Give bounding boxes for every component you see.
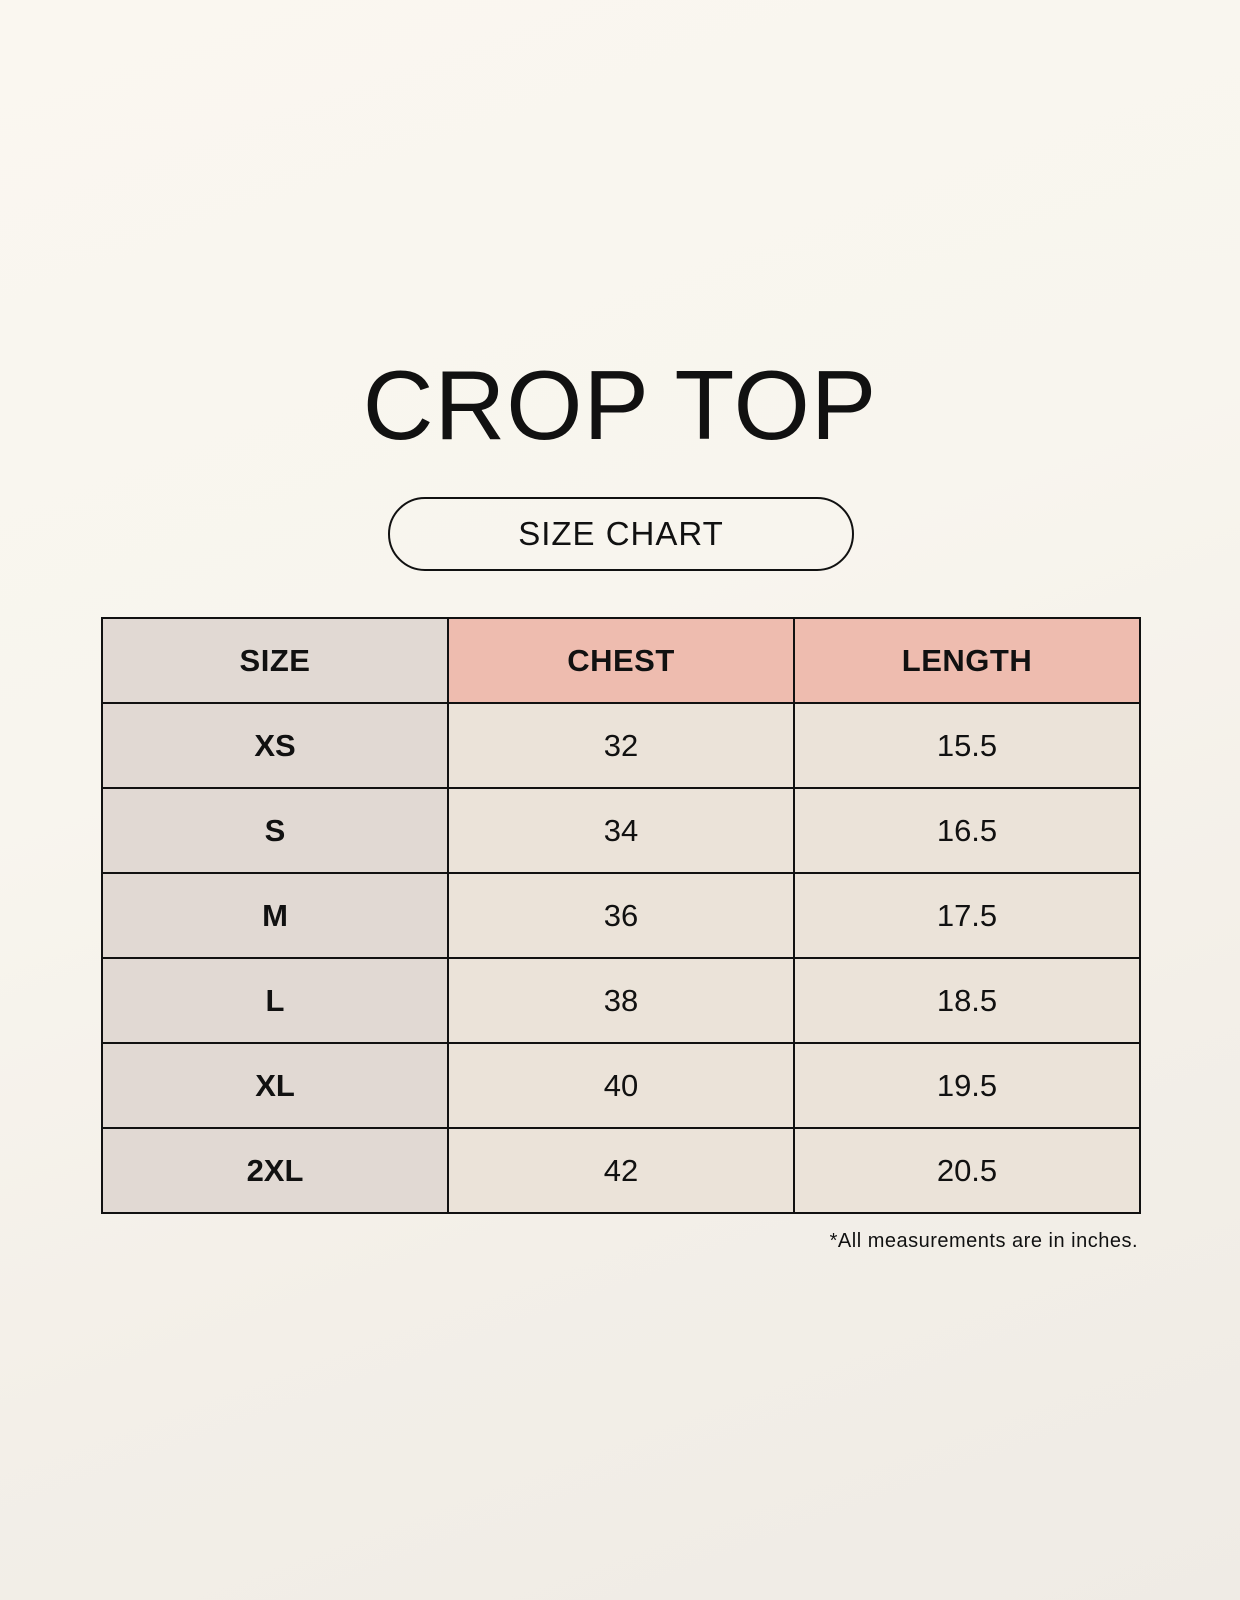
size-chart-badge: SIZE CHART (388, 497, 854, 571)
cell-size: 2XL (101, 1127, 449, 1214)
footnote: *All measurements are in inches. (829, 1230, 1138, 1252)
table-row: L 38 18.5 (101, 957, 1141, 1044)
table-header-row: SIZE CHEST LENGTH (101, 617, 1141, 704)
cell-size: M (101, 872, 449, 959)
cell-length: 15.5 (793, 702, 1141, 789)
table-row: M 36 17.5 (101, 872, 1141, 959)
cell-length: 19.5 (793, 1042, 1141, 1129)
cell-chest: 38 (447, 957, 795, 1044)
cell-size: S (101, 787, 449, 874)
cell-chest: 32 (447, 702, 795, 789)
page-title: CROP TOP (362, 350, 878, 460)
cell-size: XL (101, 1042, 449, 1129)
table-row: XL 40 19.5 (101, 1042, 1141, 1129)
cell-chest: 36 (447, 872, 795, 959)
table-row: S 34 16.5 (101, 787, 1141, 874)
header-chest: CHEST (447, 617, 795, 704)
cell-chest: 34 (447, 787, 795, 874)
table-row: 2XL 42 20.5 (101, 1127, 1141, 1214)
cell-chest: 40 (447, 1042, 795, 1129)
size-table: SIZE CHEST LENGTH XS 32 15.5 S 34 16.5 M 36 17.5… (101, 617, 1141, 1214)
table-row: XS 32 15.5 (101, 702, 1141, 789)
cell-size: L (101, 957, 449, 1044)
cell-length: 20.5 (793, 1127, 1141, 1214)
header-length: LENGTH (793, 617, 1141, 704)
cell-chest: 42 (447, 1127, 795, 1214)
cell-size: XS (101, 702, 449, 789)
header-size: SIZE (101, 617, 449, 704)
cell-length: 16.5 (793, 787, 1141, 874)
cell-length: 17.5 (793, 872, 1141, 959)
cell-length: 18.5 (793, 957, 1141, 1044)
